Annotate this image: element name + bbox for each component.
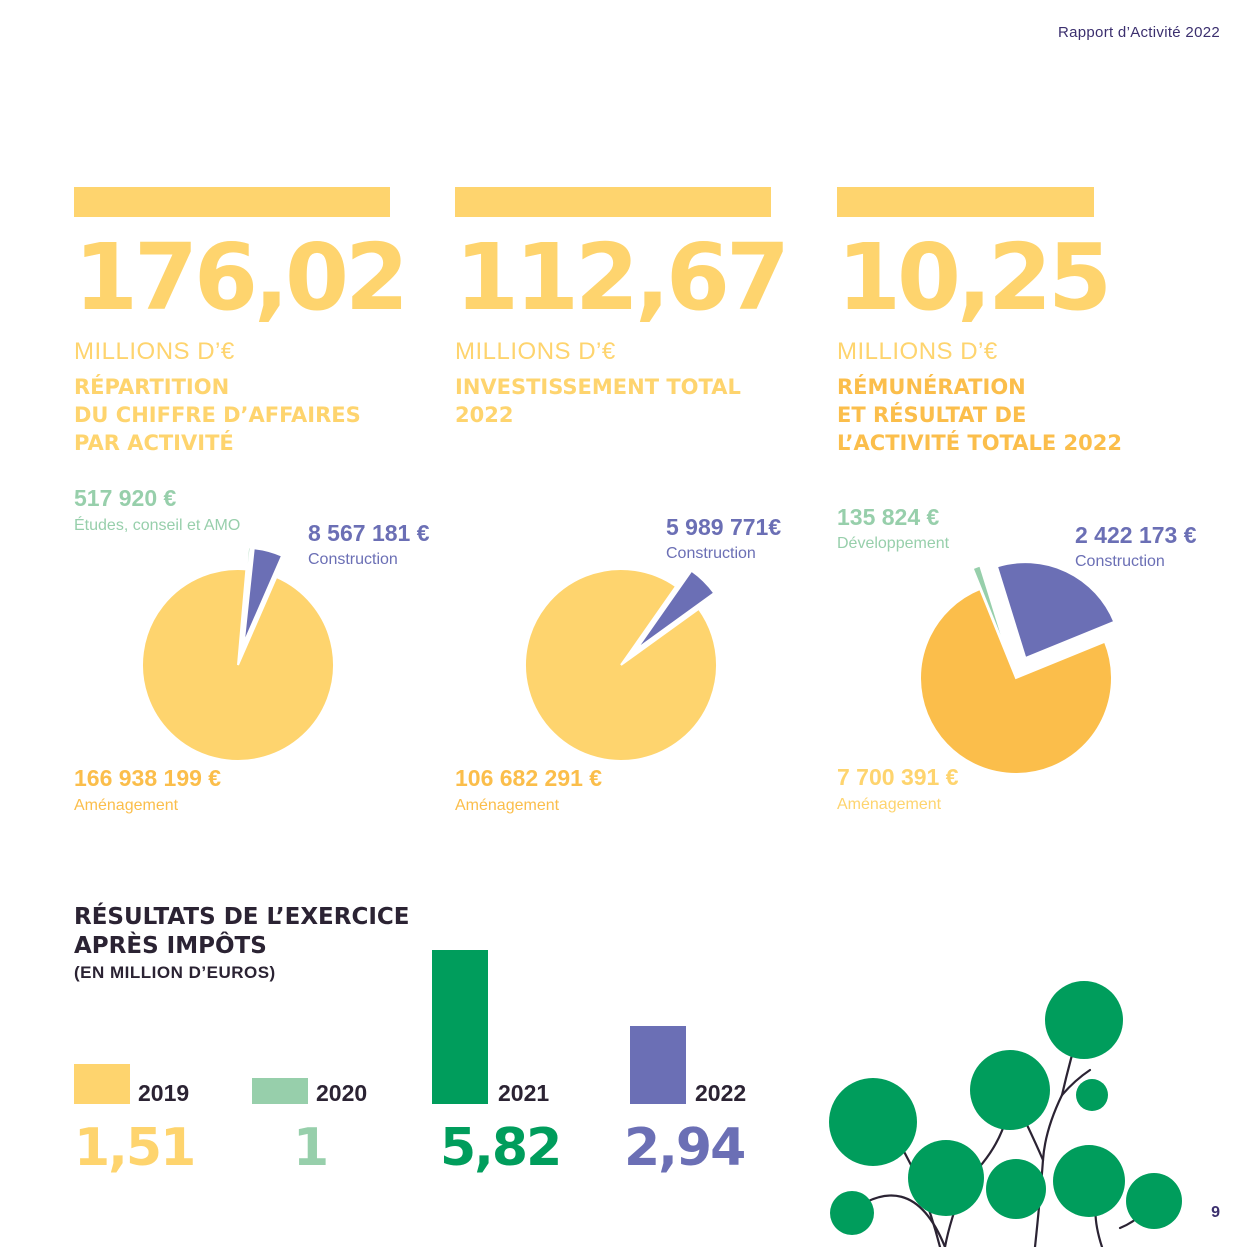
- kpi-1-subtitle-line: PAR ACTIVITÉ: [74, 431, 234, 455]
- kpi-2-construction-label: Construction: [666, 545, 756, 562]
- results-bar-2022: [630, 1026, 686, 1104]
- results-year-label-2021: 2021: [498, 1080, 550, 1106]
- tree-illustration: [829, 981, 1182, 1247]
- kpi-1-subtitle-line: RÉPARTITION: [74, 375, 230, 399]
- kpi-2-value: 112,67: [455, 224, 790, 331]
- kpi-2-subtitle-line: 2022: [455, 403, 514, 427]
- pie-slice-construction: [242, 547, 284, 645]
- report-title: Rapport d’Activité 2022: [1058, 24, 1220, 41]
- kpi-1-amenagement-amount: 166 938 199 €: [74, 765, 222, 791]
- kpi-3-developpement-label: Développement: [837, 535, 950, 552]
- kpi-2-subtitle-line: INVESTISSEMENT TOTAL: [455, 375, 741, 399]
- kpi-3-developpement-amount: 135 824 €: [837, 504, 940, 530]
- kpi-1-construction-amount: 8 567 181 €: [308, 520, 430, 546]
- kpi-3-value: 10,25: [837, 224, 1112, 331]
- kpi-3-subtitle-line: ET RÉSULTAT DE: [837, 403, 1027, 427]
- results-value-2019: 1,51: [74, 1118, 196, 1178]
- pie-slice-aménagement: [141, 568, 335, 762]
- kpi-2-construction-amount: 5 989 771€: [666, 514, 782, 540]
- results-year-label-2020: 2020: [316, 1080, 368, 1106]
- kpi-1-etudes-label: Études, conseil et AMO: [74, 517, 241, 534]
- kpi-1-unit: MILLIONS D’€: [74, 338, 235, 365]
- page-number: 9: [1211, 1204, 1220, 1221]
- kpi-1-subtitle-line: DU CHIFFRE D’AFFAIRES: [74, 403, 361, 427]
- results-year-label-2022: 2022: [695, 1080, 747, 1106]
- results-title: RÉSULTATS DE L’EXERCICE APRÈS IMPÔTS: [74, 903, 410, 961]
- kpi-3-amenagement-label: Aménagement: [837, 796, 942, 813]
- kpi-1-subtitle: RÉPARTITION DU CHIFFRE D’AFFAIRES PAR AC…: [74, 373, 361, 457]
- results-title-line: APRÈS IMPÔTS: [74, 933, 267, 959]
- kpi-3-subtitle-line: RÉMUNÉRATION: [837, 375, 1026, 399]
- results-value-2020: 1: [293, 1118, 329, 1178]
- kpi-2-subtitle: INVESTISSEMENT TOTAL 2022: [455, 373, 741, 429]
- results-bar-2020: [252, 1077, 308, 1104]
- results-bar-2019: [74, 1064, 130, 1104]
- pie-slice-aménagement: [524, 568, 718, 762]
- pie-slice-construction: [635, 569, 716, 651]
- pie-slice-aménagement: [919, 587, 1113, 775]
- kpi-1-construction-label: Construction: [308, 551, 398, 568]
- results-year-label-2019: 2019: [138, 1080, 190, 1106]
- kpi-3-unit: MILLIONS D’€: [837, 338, 998, 365]
- results-title-line: RÉSULTATS DE L’EXERCICE: [74, 904, 410, 930]
- kpi-3-subtitle: RÉMUNÉRATION ET RÉSULTAT DE L’ACTIVITÉ T…: [837, 373, 1122, 457]
- pie-slice-développement: [971, 564, 1010, 658]
- pie-slice-construction: [995, 561, 1116, 660]
- kpi-3-subtitle-line: L’ACTIVITÉ TOTALE 2022: [837, 431, 1122, 455]
- kpi-2-amenagement-label: Aménagement: [455, 797, 560, 814]
- kpi-1-accent-bar: [74, 187, 390, 217]
- results-unit: (EN MILLION D’EUROS): [74, 963, 276, 982]
- results-value-2022: 2,94: [624, 1118, 746, 1178]
- kpi-2-accent-bar: [455, 187, 771, 217]
- kpi-1-value: 176,02: [74, 224, 409, 331]
- results-bar-2021: [432, 950, 488, 1104]
- results-value-2021: 5,82: [440, 1118, 562, 1178]
- kpi-1-amenagement-label: Aménagement: [74, 797, 179, 814]
- kpi-3-accent-bar: [837, 187, 1094, 217]
- kpi-3-amenagement-amount: 7 700 391 €: [837, 764, 959, 790]
- kpi-3-construction-amount: 2 422 173 €: [1075, 522, 1197, 548]
- kpi-2-unit: MILLIONS D’€: [455, 338, 616, 365]
- kpi-2-amenagement-amount: 106 682 291 €: [455, 765, 603, 791]
- kpi-3-construction-label: Construction: [1075, 553, 1165, 570]
- kpi-1-etudes-amount: 517 920 €: [74, 485, 177, 511]
